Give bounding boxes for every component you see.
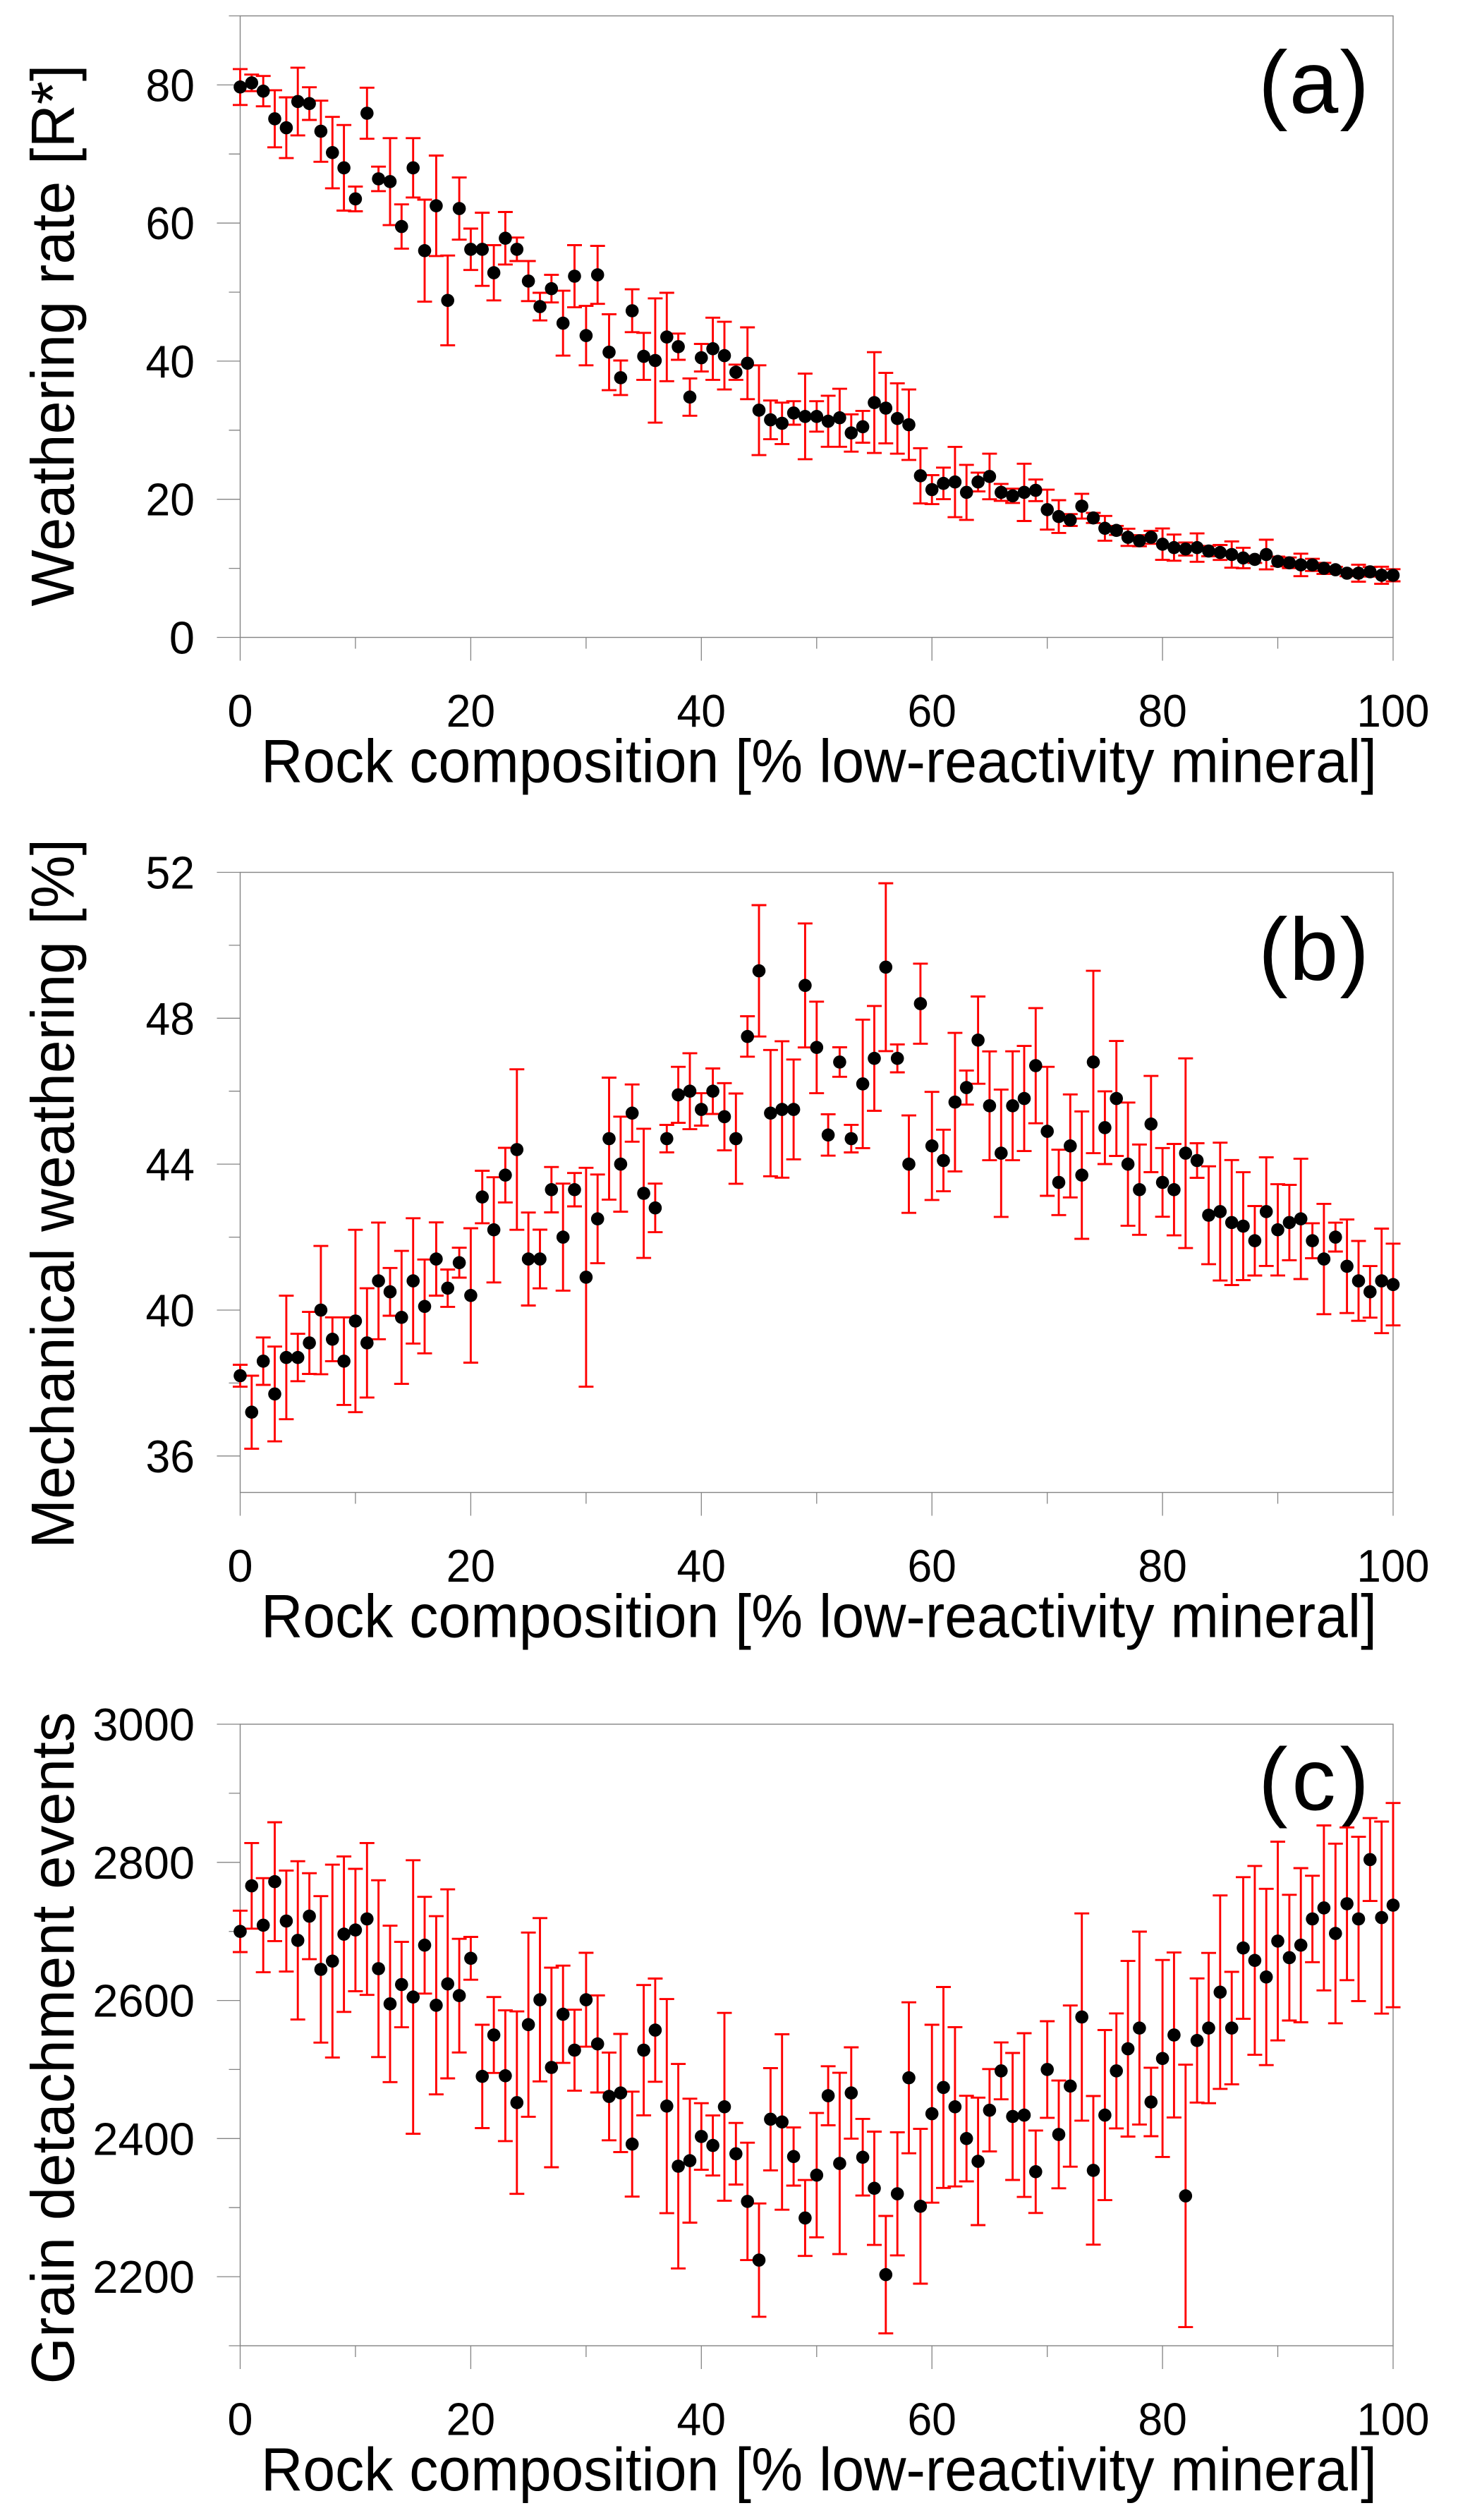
svg-text:60: 60: [907, 2394, 956, 2445]
svg-text:20: 20: [446, 2394, 496, 2445]
svg-text:80: 80: [1138, 685, 1187, 737]
svg-text:2600: 2600: [92, 1975, 195, 2027]
svg-text:Rock composition [% low-reacti: Rock composition [% low-reactivity miner…: [261, 1582, 1377, 1650]
svg-text:Rock composition [% low-reacti: Rock composition [% low-reactivity miner…: [261, 727, 1377, 795]
svg-text:48: 48: [146, 993, 195, 1044]
svg-text:80: 80: [1138, 1540, 1187, 1592]
svg-text:0: 0: [227, 1540, 253, 1592]
svg-text:60: 60: [907, 685, 956, 737]
svg-text:60: 60: [146, 198, 195, 249]
svg-text:2400: 2400: [92, 2113, 195, 2164]
svg-text:0: 0: [227, 685, 253, 737]
svg-text:100: 100: [1357, 685, 1430, 737]
svg-text:20: 20: [446, 685, 496, 737]
svg-text:20: 20: [446, 1540, 496, 1592]
svg-text:100: 100: [1357, 2394, 1430, 2445]
svg-text:40: 40: [146, 1285, 195, 1336]
svg-text:(b): (b): [1258, 901, 1369, 999]
svg-text:40: 40: [677, 685, 727, 737]
svg-text:44: 44: [146, 1139, 195, 1190]
svg-text:100: 100: [1357, 1540, 1430, 1592]
svg-text:0: 0: [227, 2394, 253, 2445]
svg-text:Weathering rate [R*]: Weathering rate [R*]: [20, 65, 87, 607]
svg-text:52: 52: [146, 847, 195, 899]
svg-text:40: 40: [677, 1540, 727, 1592]
svg-text:36: 36: [146, 1431, 195, 1482]
svg-text:Rock composition [% low-reacti: Rock composition [% low-reactivity miner…: [261, 2436, 1377, 2504]
svg-text:Grain detachment events: Grain detachment events: [20, 1712, 87, 2385]
svg-text:40: 40: [677, 2394, 727, 2445]
svg-text:2800: 2800: [92, 1837, 195, 1889]
svg-text:80: 80: [1138, 2394, 1187, 2445]
svg-text:40: 40: [146, 336, 195, 387]
svg-text:Mechanical weathering [%]: Mechanical weathering [%]: [20, 839, 87, 1549]
svg-text:2200: 2200: [92, 2251, 195, 2303]
svg-text:(a): (a): [1258, 34, 1369, 132]
svg-text:(c): (c): [1258, 1731, 1369, 1829]
svg-text:3000: 3000: [92, 1699, 195, 1750]
svg-text:0: 0: [169, 612, 195, 664]
svg-text:20: 20: [146, 474, 195, 526]
svg-text:60: 60: [907, 1540, 956, 1592]
svg-text:80: 80: [146, 59, 195, 111]
